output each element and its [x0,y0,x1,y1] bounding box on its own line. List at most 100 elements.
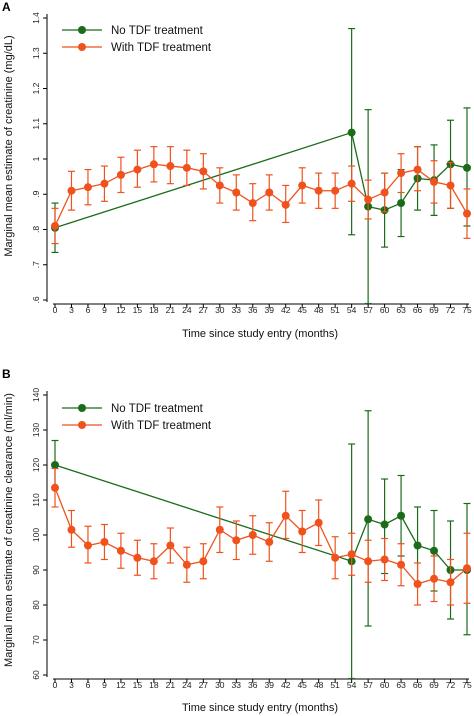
panel-a-series-with-tdf-point [397,169,406,178]
panel-b-series-with-tdf-point [331,553,340,562]
panel-a-x-tick-label: 33 [232,305,242,315]
panel-b-x-tick-label: 54 [347,680,357,690]
panel-b-series-with-tdf-point [215,525,224,534]
panel-a-x-tick-label: 63 [396,305,406,315]
panel-a-y-tick-label: .8 [31,226,41,233]
panel-b-series-with-tdf-point [149,557,158,566]
panel-b-marks [51,410,471,680]
panel-b-series-with-tdf-point [413,580,422,588]
panel-a-y-tick-label: 1.4 [31,12,41,24]
panel-b-x-tick-label: 15 [133,680,143,690]
panel-b-x-tick-label: 60 [380,680,390,690]
panel-a-series-with-tdf-point [199,167,208,176]
panel-a-legend-label-no-tdf: No TDF treatment [111,25,204,37]
panel-a-series-with-tdf-point [83,183,92,192]
panel-a-x-tick-label: 57 [363,305,373,315]
panel-b-x-tick-label: 72 [446,680,456,690]
panel-a-series-with-tdf-point [166,162,175,171]
panel-b-x-tick-label: 12 [116,680,126,690]
panel-a-series-with-tdf-point [281,200,290,209]
panel-a-x-tick-label: 24 [182,305,192,315]
panel-b-series-no-tdf-point [51,461,59,469]
panel-b-series-with-tdf-point [446,578,455,587]
panel-a-series-with-tdf-point [116,170,125,179]
panel-a-series-with-tdf-point [67,186,76,195]
panel-b-x-tick-label: 0 [53,680,58,690]
panel-a-series-with-tdf [51,146,471,245]
panel-b-x-tick-label: 75 [462,680,472,690]
panel-a-series-with-tdf-point [133,165,142,174]
panel-b-series-with-tdf-point [265,538,274,546]
panel-a: A Marginal mean estimate of creatinine (… [2,0,472,340]
panel-a-series-with-tdf-point [413,165,422,174]
panel-a-x-tick-label: 12 [116,305,126,315]
panel-b-x-tick-label: 45 [297,680,307,690]
panel-b-x-tick-label: 6 [86,680,91,690]
panel-a-series-no-tdf-point [463,163,471,172]
panel-a-x-tick-label: 45 [297,305,307,315]
panel-a-series-with-tdf-point [347,179,356,188]
panel-a-y-tick-label: 1.1 [31,118,41,130]
panel-a-x-tick-label: 60 [380,305,390,315]
panel-a-x-tick-label: 48 [314,305,324,315]
panel-a-series-with-tdf-point [380,188,389,197]
panel-a-y-axis-title: Marginal mean estimate of creatinine (mg… [3,35,15,256]
panel-a-series-with-tdf-point [215,181,224,190]
panel-a-series-no-tdf-point [397,199,406,208]
panel-a-series-with-tdf-point [463,209,471,218]
panel-a-series-with-tdf-point [232,188,241,197]
panel-a-letter: A [2,0,11,14]
panel-b-y-tick-label: 90 [31,565,41,575]
panel-b-x-axis-title: Time since study entry (months) [182,702,338,714]
panel-b-x-tick-label: 36 [248,680,258,690]
panel-a-y-tick-label: 1.3 [31,47,41,59]
panel-a-series-with-tdf-point [298,181,307,190]
panel-a-series-with-tdf-point [149,160,158,169]
panel-b-series-no-tdf-point [364,515,373,524]
panel-a-x-tick-label: 3 [69,305,74,315]
panel-a-series-with-tdf-point [364,195,373,204]
panel-b-series-with-tdf-point [380,555,389,564]
panel-b-x-tick-label: 66 [413,680,423,690]
panel-a-x-tick-label: 36 [248,305,258,315]
panel-b-series-with-tdf-point [364,557,373,566]
panel-b-series-with-tdf-point [430,574,439,583]
panel-b-y-tick-label: 110 [31,493,41,507]
panel-a-y-tick-label: .6 [31,296,41,303]
panel-b-x-tick-label: 24 [182,680,192,690]
panel-b-series-with-tdf-point [166,541,175,550]
panel-a-series-with-tdf-point [314,186,323,195]
panel-b-x-tick-label: 57 [363,680,373,690]
panel-a-x-tick-label: 72 [446,305,456,315]
panel-b-series-with-tdf-point [281,511,290,520]
panel-a-x-axis-title: Time since study entry (months) [182,328,338,340]
panel-b-series-no-tdf-point [397,511,406,520]
panel-b-x-tick-label: 33 [232,680,242,690]
panel-a-legend-label-with-tdf: With TDF treatment [111,42,212,54]
panel-a-legend: No TDF treatment With TDF treatment [62,25,212,54]
panel-b-y-tick-label: 140 [31,388,41,402]
panel-b-y-tick-label: 120 [31,458,41,472]
panel-b-series-with-tdf [51,467,471,606]
panel-b-x-tick-label: 3 [69,680,74,690]
panel-a-x-tick-label: 75 [462,305,472,315]
panel-a-x-tick-label: 18 [149,305,159,315]
panel-b-x-tick-label: 51 [330,680,340,690]
panel-b-x-tick-label: 69 [429,680,439,690]
panel-a-x-tick-label: 51 [330,305,340,315]
panel-a-legend-marker-no-tdf [78,26,86,34]
panel-a-x-tick-label: 54 [347,305,357,315]
panel-a-series-with-tdf-point [51,221,59,230]
panel-b-series-no-tdf-point [430,546,439,555]
panel-b-x-tick-label: 39 [265,680,275,690]
panel-b-series-with-tdf-point [397,560,406,569]
panel-b: B Marginal mean estimate of creatinine c… [2,367,472,714]
panel-b-series-with-tdf-point [116,546,125,555]
panel-b-y-tick-label: 80 [31,600,41,610]
panel-b-x-tick-label: 48 [314,680,324,690]
panel-b-x-tick-label: 63 [396,680,406,690]
panel-b-series-with-tdf-point [100,538,109,546]
panel-b-series-no-tdf-point [413,541,422,550]
